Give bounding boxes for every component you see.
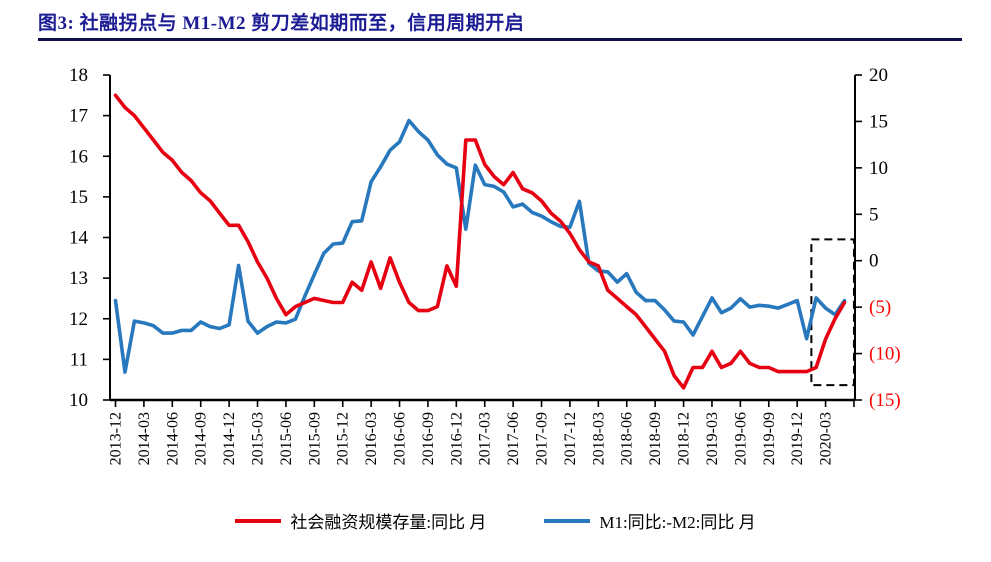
right-axis-tick-label: (15) [869, 390, 901, 411]
x-axis-tick-label: 2014-09 [193, 412, 210, 465]
x-axis-tick-label: 2019-03 [704, 412, 721, 465]
x-axis-tick-label: 2017-06 [505, 412, 522, 465]
x-axis-tick-label: 2018-09 [647, 412, 664, 465]
right-axis-tick-label: (10) [869, 344, 901, 365]
legend-label-tsf: 社会融资规模存量:同比 月 [290, 513, 487, 532]
x-axis-tick-label: 2017-12 [562, 412, 579, 465]
x-axis-tick-label: 2016-12 [448, 412, 465, 465]
left-axis-tick-label: 15 [69, 187, 88, 208]
x-axis-tick-label: 2015-09 [306, 412, 323, 465]
x-axis-tick-label: 2014-03 [136, 412, 153, 465]
right-axis-tick-label: 5 [869, 204, 879, 225]
x-axis-tick-label: 2014-12 [221, 412, 238, 465]
left-axis-tick-label: 16 [69, 146, 88, 167]
left-axis-tick-label: 12 [69, 309, 88, 330]
right-axis-tick-label: 20 [869, 65, 888, 86]
x-axis-tick-label: 2018-12 [676, 412, 693, 465]
x-axis-tick-label: 2015-03 [250, 412, 267, 465]
left-axis-tick-label: 14 [69, 228, 89, 249]
legend: 社会融资规模存量:同比 月 M1:同比:-M2:同比 月 [0, 508, 991, 533]
left-axis-tick-label: 18 [69, 65, 88, 86]
x-axis-tick-label: 2013-12 [108, 412, 125, 465]
m1-m2-scissors-line [113, 118, 847, 374]
left-axis-tick-label: 10 [69, 390, 88, 411]
legend-item-tsf: 社会融资规模存量:同比 月 [235, 508, 486, 533]
legend-item-m1m2: M1:同比:-M2:同比 月 [544, 508, 756, 533]
x-axis-tick-label: 2015-06 [278, 412, 295, 465]
x-axis-tick-label: 2016-03 [363, 412, 380, 465]
chart-title: 图3: 社融拐点与 M1-M2 剪刀差如期而至，信用周期开启 [38, 13, 525, 34]
legend-swatch-tsf [235, 518, 282, 523]
right-axis-tick-label: 15 [869, 111, 888, 132]
x-axis-tick-label: 2014-06 [164, 412, 181, 465]
x-axis-tick-label: 2019-06 [732, 412, 749, 465]
right-axis-tick-label: 0 [869, 251, 879, 272]
x-axis-tick-label: 2017-03 [477, 412, 494, 465]
legend-label-m1m2: M1:同比:-M2:同比 月 [599, 513, 756, 532]
x-axis-tick-label: 2016-09 [420, 412, 437, 465]
x-axis-tick-label: 2019-09 [761, 412, 778, 465]
right-axis-tick-label: 10 [869, 158, 888, 179]
legend-swatch-m1m2 [544, 518, 591, 523]
x-axis-tick-label: 2019-12 [789, 412, 806, 465]
x-axis-tick-label: 2016-06 [392, 412, 409, 465]
tsf-yoy-line [113, 93, 847, 390]
x-axis-tick-label: 2017-09 [534, 412, 551, 465]
right-axis-tick-label: (5) [869, 297, 891, 318]
x-axis-tick-label: 2018-03 [590, 412, 607, 465]
left-axis-tick-label: 17 [69, 106, 88, 127]
x-axis-tick-label: 2018-06 [619, 412, 636, 465]
left-axis-tick-label: 13 [69, 268, 88, 289]
x-axis-tick-label: 2015-12 [335, 412, 352, 465]
x-axis-tick-label: 2020-03 [818, 412, 835, 465]
left-axis-tick-label: 11 [70, 349, 88, 370]
title-rule [38, 38, 962, 41]
